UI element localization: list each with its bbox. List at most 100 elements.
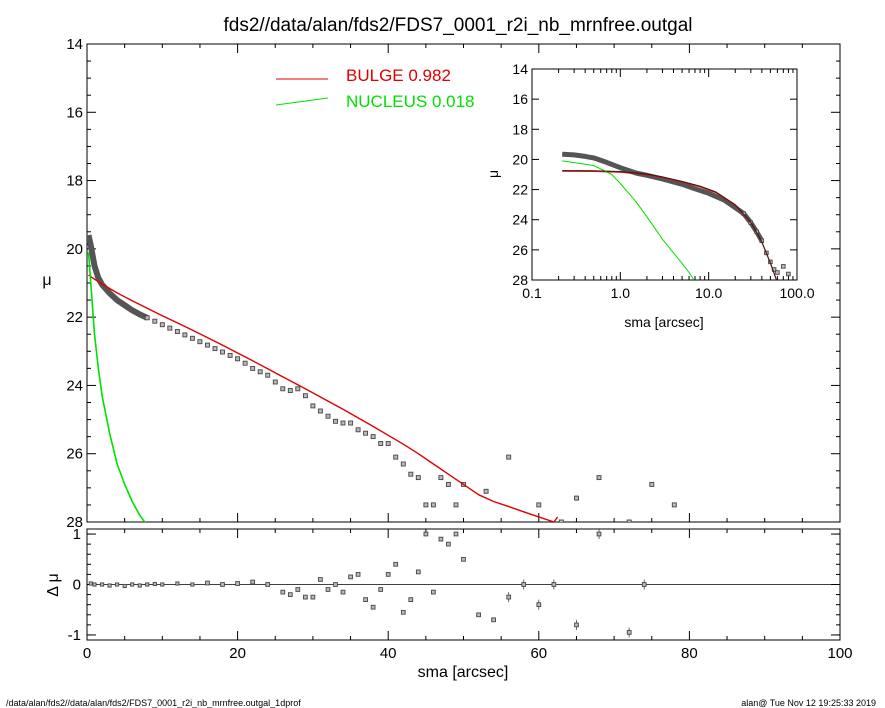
inset-frame <box>531 68 798 281</box>
main-observed-point <box>317 408 323 414</box>
main-observed-point <box>287 388 293 393</box>
inset-x-tick-label: 1.0 <box>611 285 631 301</box>
inset-observed-point <box>775 270 780 275</box>
residual-point <box>205 580 210 586</box>
main-observed-point <box>257 369 263 375</box>
main-observed-point <box>189 335 195 341</box>
x-tick-label: 60 <box>530 645 547 662</box>
legend-bulge-label: BULGE 0.982 <box>346 66 451 85</box>
main-observed-point <box>348 420 354 426</box>
main-observed-point <box>671 502 677 508</box>
legend-nucleus-label: NUCLEUS 0.018 <box>346 92 475 111</box>
residual-point <box>220 582 225 587</box>
residual-point <box>348 574 353 580</box>
inset-y-tick-label: 18 <box>512 121 528 137</box>
main-observed-point <box>363 430 369 436</box>
residual-point <box>325 587 331 592</box>
main-observed-point <box>167 325 173 331</box>
inset-x-tick-label: 100.0 <box>779 285 814 301</box>
residual-y-tick-label: 1 <box>73 526 81 543</box>
residual-point <box>92 582 97 587</box>
main-observed-point <box>385 441 391 446</box>
residual-point <box>370 604 376 610</box>
residual-point <box>88 581 93 586</box>
main-observed-point <box>536 502 542 508</box>
main-observed-point <box>302 393 308 399</box>
footer-left-text: /data/alan/fds2//data/alan/fds2/FDS7_000… <box>6 698 301 708</box>
x-tick-label: 20 <box>229 645 246 662</box>
residual-point <box>115 582 120 587</box>
main-nucleus-model-line <box>87 252 146 522</box>
residual-point <box>385 572 391 577</box>
residual-point <box>152 581 157 587</box>
main-observed-point <box>393 454 399 460</box>
residual-point <box>287 592 293 597</box>
main-observed-point <box>144 315 150 321</box>
residual-y-axis-label: Δ μ <box>45 573 62 596</box>
figure-title: fds2//data/alan/fds2/FDS7_0001_r2i_nb_mr… <box>224 15 693 36</box>
residual-point <box>453 531 459 537</box>
main-observed-point <box>250 365 256 371</box>
residual-point <box>100 582 105 587</box>
main-observed-point <box>152 318 158 324</box>
main-observed-point <box>423 502 429 508</box>
inset-observed-point <box>781 264 786 269</box>
main-observed-point <box>370 434 376 440</box>
main-observed-point <box>227 352 233 358</box>
inset-observed-point <box>786 271 791 277</box>
residual-point <box>476 612 481 618</box>
main-y-tick-label: 28 <box>66 514 83 531</box>
residual-point <box>265 582 271 587</box>
inset-y-tick-label: 22 <box>512 182 528 198</box>
residual-point <box>175 581 180 586</box>
main-observed-point <box>182 332 188 338</box>
main-observed-point <box>453 502 459 508</box>
residual-point <box>393 561 399 567</box>
inset-x-tick-label: 10.0 <box>695 285 722 301</box>
main-observed-point <box>310 403 316 409</box>
residual-point <box>491 617 496 623</box>
main-observed-core-band <box>87 234 149 321</box>
residual-point <box>340 589 346 595</box>
main-observed-point <box>400 461 406 467</box>
residual-point <box>415 569 421 575</box>
residual-point <box>423 531 429 537</box>
main-observed-point <box>438 475 444 481</box>
residual-point <box>280 589 286 595</box>
residual-point <box>641 582 647 587</box>
residual-point <box>438 536 444 542</box>
residual-point <box>551 582 557 587</box>
residual-point <box>303 594 308 600</box>
inset-y-tick-label: 20 <box>512 151 528 167</box>
inset-log-panel: 14 16 18 20 22 24 26 28 μ 0.1 1.0 10.0 100.0 sma [arc… <box>485 61 815 330</box>
residual-y-tick-label: 0 <box>73 577 81 594</box>
main-observed-point <box>558 519 564 522</box>
residual-point <box>295 587 301 592</box>
main-observed-point <box>340 420 346 426</box>
main-observed-point <box>205 342 210 348</box>
main-bulge-model-line <box>88 274 559 522</box>
x-tick-label: 100 <box>827 645 852 662</box>
residual-point <box>145 582 150 587</box>
main-observed-point <box>242 360 248 366</box>
main-observed-point <box>378 441 384 446</box>
residual-point <box>137 583 142 588</box>
inset-y-tick-label: 24 <box>512 212 528 228</box>
main-profile-panel: 14 16 18 20 22 24 26 28 μ BULGE 0.982 NUCLEUS 0.01… <box>42 36 841 531</box>
residual-point <box>446 541 451 547</box>
main-observed-point <box>235 356 241 362</box>
main-observed-point <box>220 349 225 355</box>
x-tick-label: 40 <box>380 645 397 662</box>
x-axis-label: sma [arcsec] <box>418 664 509 681</box>
main-observed-point <box>333 418 338 424</box>
residual-point <box>363 597 368 602</box>
main-observed-point <box>574 495 579 501</box>
main-observed-point <box>159 322 165 328</box>
inset-total-model-line <box>562 169 778 280</box>
main-y-tick-label: 16 <box>66 104 83 121</box>
main-observed-point <box>212 346 218 352</box>
main-y-tick-label: 20 <box>66 241 83 258</box>
main-observed-point <box>430 502 436 508</box>
